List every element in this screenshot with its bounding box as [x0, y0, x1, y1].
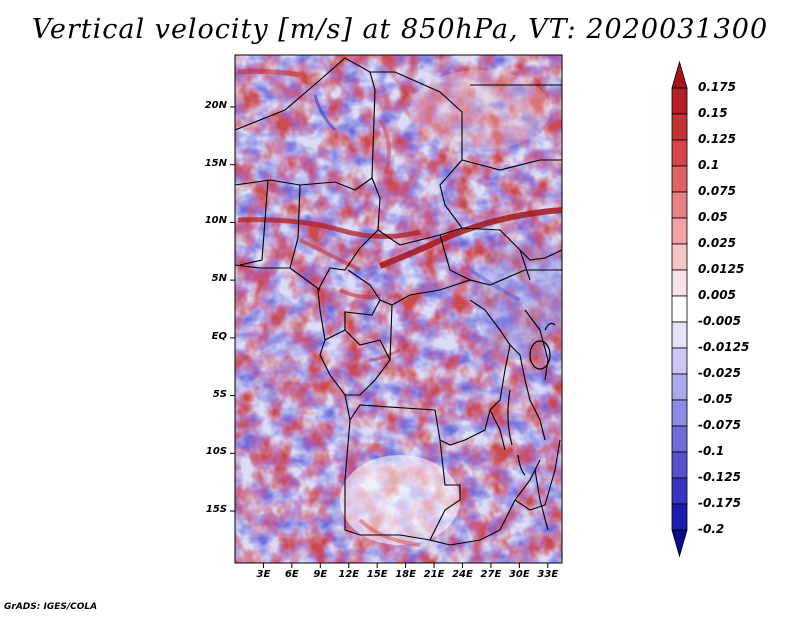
colorbar-swatch [671, 321, 688, 349]
colorbar [671, 60, 688, 558]
colorbar-swatch [671, 87, 688, 115]
colorbar-swatch [671, 451, 688, 479]
colorbar-swatch [671, 165, 688, 193]
lat-label: 20N [204, 99, 227, 111]
colorbar-label: -0.025 [698, 366, 741, 380]
lat-label: 10S [205, 446, 227, 458]
lon-label: 18E [395, 569, 416, 580]
colorbar-label: -0.075 [698, 418, 741, 432]
lat-label: 15S [205, 504, 227, 516]
colorbar-swatch [671, 269, 688, 297]
map-frame [234, 54, 563, 564]
colorbar-label: 0.1 [698, 158, 720, 172]
lon-label: 3E [256, 569, 271, 580]
colorbar-swatch [671, 139, 688, 167]
colorbar-swatch [671, 347, 688, 375]
colorbar-swatch [671, 373, 688, 401]
lat-label: 15N [204, 157, 227, 169]
colorbar-label: 0.05 [698, 210, 728, 224]
lon-label: 24E [452, 569, 473, 580]
colorbar-label: 0.0125 [698, 262, 745, 276]
colorbar-label: -0.005 [698, 314, 741, 328]
colorbar-label: -0.2 [698, 522, 725, 536]
colorbar-label: 0.075 [698, 184, 736, 198]
colorbar-swatch [671, 425, 688, 453]
colorbar-label: 0.125 [698, 132, 736, 146]
lon-label: 33E [537, 569, 559, 580]
colorbar-label: -0.0125 [698, 340, 750, 354]
colorbar-swatch [671, 113, 688, 141]
colorbar-label: 0.005 [698, 288, 736, 302]
colorbar-label: -0.05 [698, 392, 733, 406]
velocity-field [235, 55, 562, 563]
grads-credit: GrADS: IGES/COLA [4, 602, 98, 612]
lon-label: 15E [366, 569, 388, 580]
colorbar-swatch [671, 477, 688, 505]
colorbar-label: -0.1 [698, 444, 725, 458]
colorbar-label: 0.175 [698, 80, 736, 94]
lon-label: 12E [338, 569, 360, 580]
colorbar-swatch [671, 503, 688, 531]
colorbar-swatch [671, 60, 688, 89]
lon-label: 6E [284, 569, 299, 580]
lon-label: 27E [480, 569, 502, 580]
colorbar-label: -0.175 [698, 496, 741, 510]
lakes [507, 322, 556, 476]
lat-label: 10N [204, 215, 227, 227]
chart-title: Vertical velocity [m/s] at 850hPa, VT: 2… [31, 14, 769, 45]
colorbar-swatch [671, 529, 688, 558]
colorbar-label: -0.125 [698, 470, 741, 484]
colorbar-swatch [671, 295, 688, 323]
lat-label: 5S [212, 388, 227, 400]
borders [235, 57, 562, 546]
colorbar-swatch [671, 217, 688, 245]
colorbar-swatch [671, 243, 688, 271]
colorbar-label: 0.025 [698, 236, 736, 250]
lon-label: 9E [313, 569, 328, 580]
colorbar-swatch [671, 399, 688, 427]
lat-label: 5N [211, 273, 227, 285]
colorbar-label: 0.15 [698, 106, 728, 120]
lon-label: 30E [508, 569, 530, 580]
colorbar-swatch [671, 191, 688, 219]
lat-label: EQ [211, 330, 227, 342]
lon-label: 21E [423, 569, 445, 580]
